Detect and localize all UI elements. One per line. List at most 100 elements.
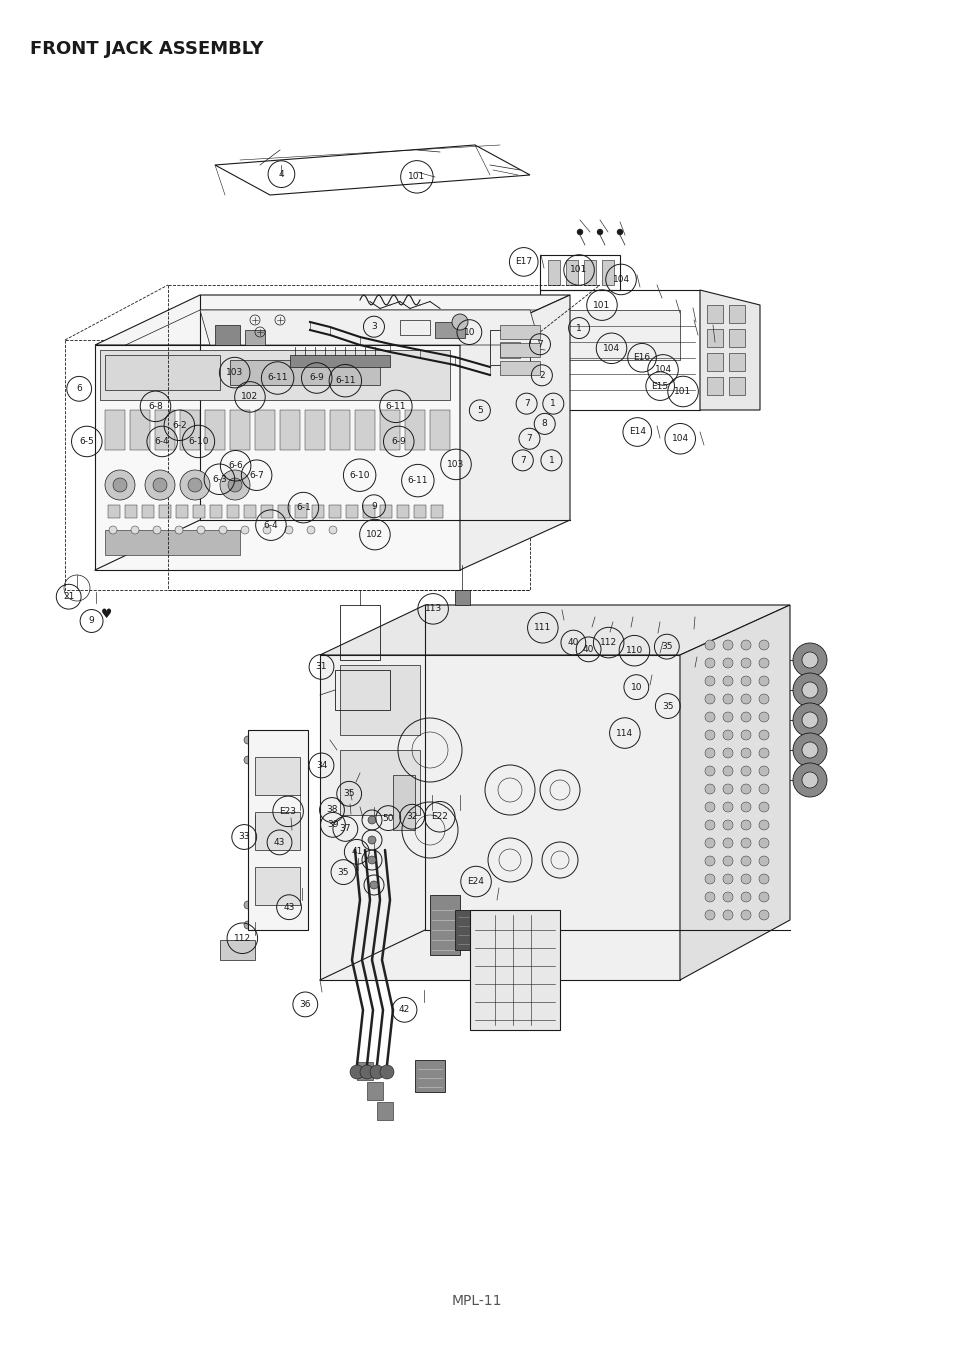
Circle shape — [759, 819, 768, 830]
Circle shape — [329, 526, 336, 535]
Circle shape — [722, 892, 732, 902]
Polygon shape — [100, 350, 450, 400]
Circle shape — [704, 910, 714, 919]
Text: 7: 7 — [526, 435, 532, 443]
Circle shape — [228, 478, 242, 491]
Circle shape — [152, 526, 161, 535]
Circle shape — [740, 748, 750, 757]
Text: E15: E15 — [651, 382, 668, 390]
Circle shape — [740, 640, 750, 649]
Text: 6-10: 6-10 — [349, 471, 370, 479]
Text: 7: 7 — [523, 400, 529, 408]
Polygon shape — [130, 410, 150, 450]
Circle shape — [359, 1065, 374, 1079]
Circle shape — [722, 856, 732, 865]
Text: 4: 4 — [278, 170, 284, 178]
Polygon shape — [244, 505, 255, 518]
Circle shape — [188, 478, 202, 491]
Polygon shape — [312, 505, 324, 518]
Polygon shape — [583, 261, 596, 285]
Text: E23: E23 — [279, 807, 296, 815]
Circle shape — [244, 900, 252, 909]
Polygon shape — [95, 346, 459, 570]
Circle shape — [722, 676, 732, 686]
Text: 35: 35 — [661, 702, 673, 710]
Circle shape — [722, 640, 732, 649]
Polygon shape — [305, 410, 325, 450]
Text: 114: 114 — [616, 729, 633, 737]
Polygon shape — [319, 655, 679, 980]
Circle shape — [704, 730, 714, 740]
Circle shape — [740, 657, 750, 668]
Polygon shape — [200, 310, 539, 346]
Circle shape — [740, 873, 750, 884]
Polygon shape — [339, 666, 419, 734]
Circle shape — [704, 640, 714, 649]
Text: 6-2: 6-2 — [172, 421, 187, 429]
Circle shape — [792, 643, 826, 676]
Polygon shape — [205, 410, 225, 450]
Text: 6-7: 6-7 — [249, 471, 264, 479]
Circle shape — [740, 711, 750, 722]
Text: 2: 2 — [538, 371, 544, 379]
Text: 32: 32 — [406, 813, 417, 821]
Text: 6-6: 6-6 — [228, 462, 243, 470]
Circle shape — [722, 910, 732, 919]
Circle shape — [792, 674, 826, 707]
Polygon shape — [455, 590, 470, 605]
Text: E14: E14 — [628, 428, 645, 436]
Text: 40: 40 — [567, 639, 578, 647]
Text: 1: 1 — [548, 456, 554, 464]
Text: FRONT JACK ASSEMBLY: FRONT JACK ASSEMBLY — [30, 40, 263, 58]
Text: 41: 41 — [351, 848, 362, 856]
Circle shape — [704, 838, 714, 848]
Text: 101: 101 — [570, 266, 587, 274]
Text: 8: 8 — [541, 420, 547, 428]
Polygon shape — [367, 1081, 382, 1100]
Polygon shape — [379, 505, 392, 518]
Polygon shape — [254, 757, 299, 795]
Circle shape — [759, 640, 768, 649]
Polygon shape — [499, 360, 539, 375]
Polygon shape — [210, 505, 222, 518]
Circle shape — [759, 838, 768, 848]
Circle shape — [370, 1065, 384, 1079]
Circle shape — [105, 470, 135, 500]
Circle shape — [722, 748, 732, 757]
Polygon shape — [248, 730, 308, 930]
Circle shape — [759, 856, 768, 865]
Circle shape — [368, 856, 375, 864]
Polygon shape — [430, 410, 450, 450]
Text: 113: 113 — [424, 605, 441, 613]
Circle shape — [244, 921, 252, 929]
Polygon shape — [499, 325, 539, 339]
Circle shape — [370, 882, 377, 890]
Text: 101: 101 — [674, 387, 691, 396]
Polygon shape — [125, 505, 137, 518]
Polygon shape — [261, 505, 273, 518]
Polygon shape — [227, 505, 239, 518]
Text: 112: 112 — [233, 934, 251, 942]
Polygon shape — [356, 1062, 373, 1080]
Circle shape — [740, 730, 750, 740]
Text: 35: 35 — [337, 868, 349, 876]
Circle shape — [722, 819, 732, 830]
Text: 9: 9 — [371, 502, 376, 510]
Polygon shape — [355, 410, 375, 450]
Polygon shape — [728, 377, 744, 396]
Circle shape — [196, 526, 205, 535]
Circle shape — [368, 836, 375, 844]
Text: 38: 38 — [326, 806, 337, 814]
Text: 6-10: 6-10 — [188, 437, 209, 446]
Polygon shape — [339, 751, 419, 815]
Text: 7: 7 — [537, 340, 542, 348]
Circle shape — [759, 730, 768, 740]
Text: 103: 103 — [447, 460, 464, 468]
Circle shape — [801, 652, 817, 668]
Polygon shape — [706, 352, 722, 371]
Circle shape — [740, 838, 750, 848]
Text: 5: 5 — [476, 406, 482, 414]
Text: 37: 37 — [339, 825, 351, 833]
Text: 6-11: 6-11 — [385, 402, 406, 410]
Text: 6-5: 6-5 — [79, 437, 94, 446]
